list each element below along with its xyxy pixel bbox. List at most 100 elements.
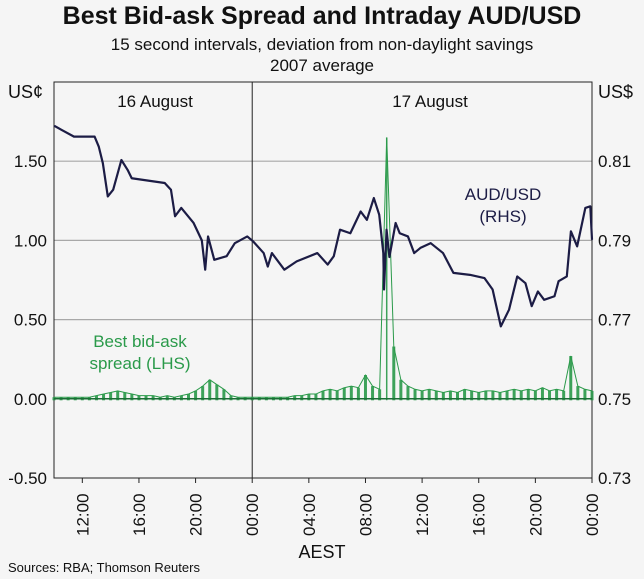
- audusd-point: [326, 263, 329, 266]
- audusd-point: [398, 232, 401, 235]
- audusd-point: [73, 135, 75, 138]
- x-tick-label: 00:00: [583, 493, 602, 536]
- x-tick-label: 12:00: [413, 493, 432, 536]
- audusd-point: [382, 252, 385, 254]
- audusd-point: [576, 245, 578, 248]
- audusd-point: [553, 295, 556, 298]
- y-tick-right: 0.77: [598, 311, 631, 330]
- audusd-point: [508, 308, 510, 311]
- day-label-16-august: 16 August: [117, 92, 193, 111]
- audusd-point: [394, 222, 397, 224]
- x-tick-label: 16:00: [470, 493, 489, 536]
- audusd-point: [584, 207, 587, 209]
- audusd-point: [483, 277, 486, 279]
- audusd-point: [163, 182, 166, 184]
- audusd-point: [295, 260, 298, 263]
- audusd-point: [170, 188, 172, 191]
- audusd-point: [53, 125, 56, 127]
- audusd-point: [413, 252, 415, 254]
- y-tick-right: 0.81: [598, 152, 631, 171]
- audusd-point: [204, 268, 207, 271]
- audusd-point: [429, 242, 432, 244]
- audusd-point: [516, 275, 519, 278]
- audusd-point: [180, 207, 183, 209]
- audusd-point: [565, 275, 568, 278]
- audusd-point: [120, 159, 123, 161]
- audusd-point: [373, 197, 375, 199]
- audusd-point: [383, 288, 385, 291]
- audusd-point: [530, 305, 533, 307]
- source-note: Sources: RBA; Thomson Reuters: [8, 560, 200, 575]
- audusd-point: [349, 232, 352, 235]
- x-tick-label: 12:00: [73, 493, 92, 536]
- audusd-point: [491, 288, 494, 291]
- audusd-point: [359, 210, 362, 213]
- y-tick-right: 0.73: [598, 469, 631, 488]
- audusd-point: [316, 252, 319, 254]
- audusd-point: [130, 177, 133, 180]
- day-label-17-august: 17 August: [392, 92, 468, 111]
- audusd-point: [442, 252, 444, 254]
- audusd-point: [102, 162, 104, 164]
- audusd-point: [366, 219, 368, 221]
- audusd-point: [332, 255, 335, 258]
- audusd-annotation-1: AUD/USD: [464, 185, 542, 204]
- spread-series-line: [54, 137, 593, 398]
- audusd-point: [537, 290, 539, 293]
- audusd-point: [452, 272, 455, 274]
- audusd-point: [213, 259, 216, 261]
- audusd-point: [500, 325, 502, 328]
- x-tick-label: 04:00: [300, 493, 319, 536]
- x-tick-label: 20:00: [526, 493, 545, 536]
- audusd-series-line: [54, 124, 594, 328]
- left-axis-unit: US¢: [8, 82, 44, 102]
- audusd-point: [469, 274, 471, 276]
- audusd-point: [271, 252, 273, 254]
- audusd-point: [174, 215, 176, 218]
- audusd-annotation-2: (RHS): [479, 207, 527, 226]
- x-tick-label: 20:00: [187, 493, 206, 536]
- audusd-point: [107, 195, 109, 198]
- audusd-point: [126, 169, 129, 171]
- spread-annotation-1: Best bid-ask: [93, 332, 187, 351]
- audusd-point: [266, 265, 269, 268]
- audusd-point: [589, 205, 592, 208]
- audusd-point: [207, 235, 209, 238]
- audusd-point: [283, 268, 286, 271]
- audusd-point: [388, 256, 391, 258]
- audusd-point: [201, 239, 203, 242]
- audusd-point: [570, 230, 572, 233]
- audusd-point: [192, 222, 195, 224]
- audusd-point: [543, 299, 545, 301]
- x-tick-label: 16:00: [130, 493, 149, 536]
- audusd-point: [252, 240, 255, 243]
- audusd-point: [233, 242, 236, 244]
- x-tick-label: 08:00: [356, 493, 375, 536]
- audusd-point: [591, 238, 593, 241]
- y-tick-left: 1.50: [14, 152, 47, 171]
- y-tick-right: 0.79: [598, 231, 631, 250]
- audusd-point: [407, 235, 409, 238]
- audusd-point: [262, 252, 265, 254]
- x-tick-label: 00:00: [243, 493, 262, 536]
- audusd-point: [385, 228, 388, 231]
- y-tick-right: 0.75: [598, 390, 631, 409]
- audusd-point: [60, 129, 63, 131]
- chart-subtitle-line-1: 15 second intervals, deviation from non-…: [110, 35, 534, 54]
- audusd-point: [93, 135, 96, 138]
- audusd-point: [225, 255, 228, 258]
- right-axis-unit: US$: [598, 82, 634, 102]
- audusd-point: [524, 282, 527, 284]
- audusd-point: [339, 228, 341, 231]
- audusd-point: [419, 247, 422, 249]
- audusd-point: [246, 235, 249, 238]
- chart-title: Best Bid-ask Spread and Intraday AUD/USD: [62, 2, 582, 30]
- audusd-point: [112, 188, 114, 191]
- y-tick-left: 0.00: [14, 390, 47, 409]
- audusd-point: [378, 213, 381, 216]
- audusd-point: [557, 280, 560, 282]
- spread-annotation-2: spread (LHS): [89, 354, 191, 373]
- chart-subtitle-line-2: 2007 average: [270, 56, 374, 75]
